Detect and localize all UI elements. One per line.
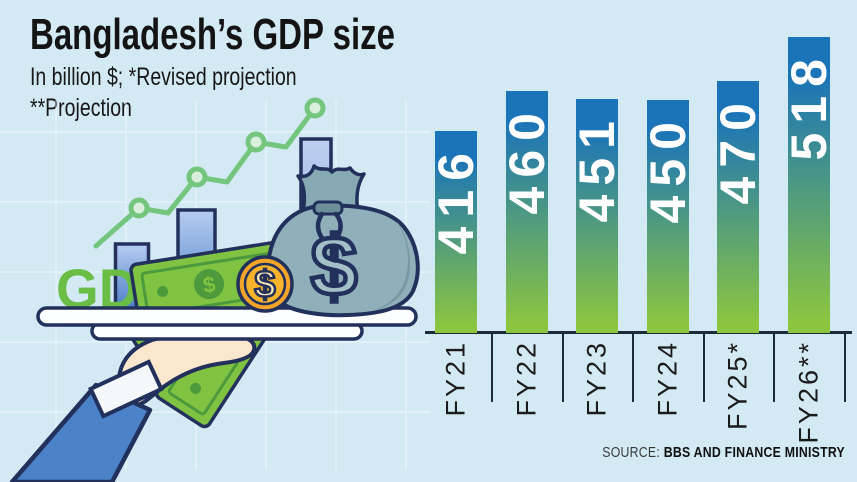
axis-label: FY22 xyxy=(511,340,542,417)
growth-line-icon xyxy=(93,97,326,249)
axis-label: FY23 xyxy=(581,340,612,417)
svg-text:$: $ xyxy=(254,264,275,306)
bar-value-label: 450 xyxy=(640,113,696,224)
dollar-coin-icon: $ xyxy=(236,255,294,313)
x-axis-line xyxy=(425,331,852,334)
bar-value-label: 416 xyxy=(428,144,484,255)
svg-text:$: $ xyxy=(311,219,358,313)
chart-subtitle: In billion $; *Revised projection **Proj… xyxy=(30,62,297,124)
axis-tick xyxy=(773,333,775,402)
axis-tick xyxy=(562,333,564,402)
axis-tick xyxy=(632,333,634,402)
axis-label: FY24 xyxy=(652,340,683,417)
bar-value-label: 460 xyxy=(499,104,555,215)
chart-bar: 416 xyxy=(428,131,484,333)
serving-hand-icon xyxy=(9,332,257,482)
page-title: Bangladesh’s GDP size xyxy=(30,10,395,59)
subtitle-line-1: In billion $; *Revised projection xyxy=(30,63,297,91)
gdp-illustration: GDP $ $ $ xyxy=(0,97,430,482)
chart-bar: 518 xyxy=(781,37,837,333)
bar-value-label: 451 xyxy=(569,112,625,223)
chart-bar: 470 xyxy=(710,81,766,333)
axis-tick xyxy=(844,333,846,402)
subtitle-line-2: **Projection xyxy=(30,94,132,122)
source-name: BBS AND FINANCE MINISTRY xyxy=(663,444,845,461)
axis-label: FY21 xyxy=(440,340,471,417)
axis-label: FY25* xyxy=(722,340,753,431)
axis-tick xyxy=(703,333,705,402)
bar-value-label: 518 xyxy=(781,50,837,161)
chart-bar: 460 xyxy=(499,91,555,333)
cuff xyxy=(88,359,164,419)
svg-text:$: $ xyxy=(201,271,217,298)
source-line: SOURCE: BBS AND FINANCE MINISTRY xyxy=(602,444,845,461)
bar-value-label: 470 xyxy=(710,94,766,205)
axis-label: FY26** xyxy=(793,340,824,444)
axis-tick xyxy=(491,333,493,402)
chart-bar: 451 xyxy=(569,99,625,333)
money-bag-icon: $ xyxy=(266,164,420,318)
source-prefix: SOURCE: xyxy=(602,444,661,461)
chart-bar: 450 xyxy=(640,100,696,333)
